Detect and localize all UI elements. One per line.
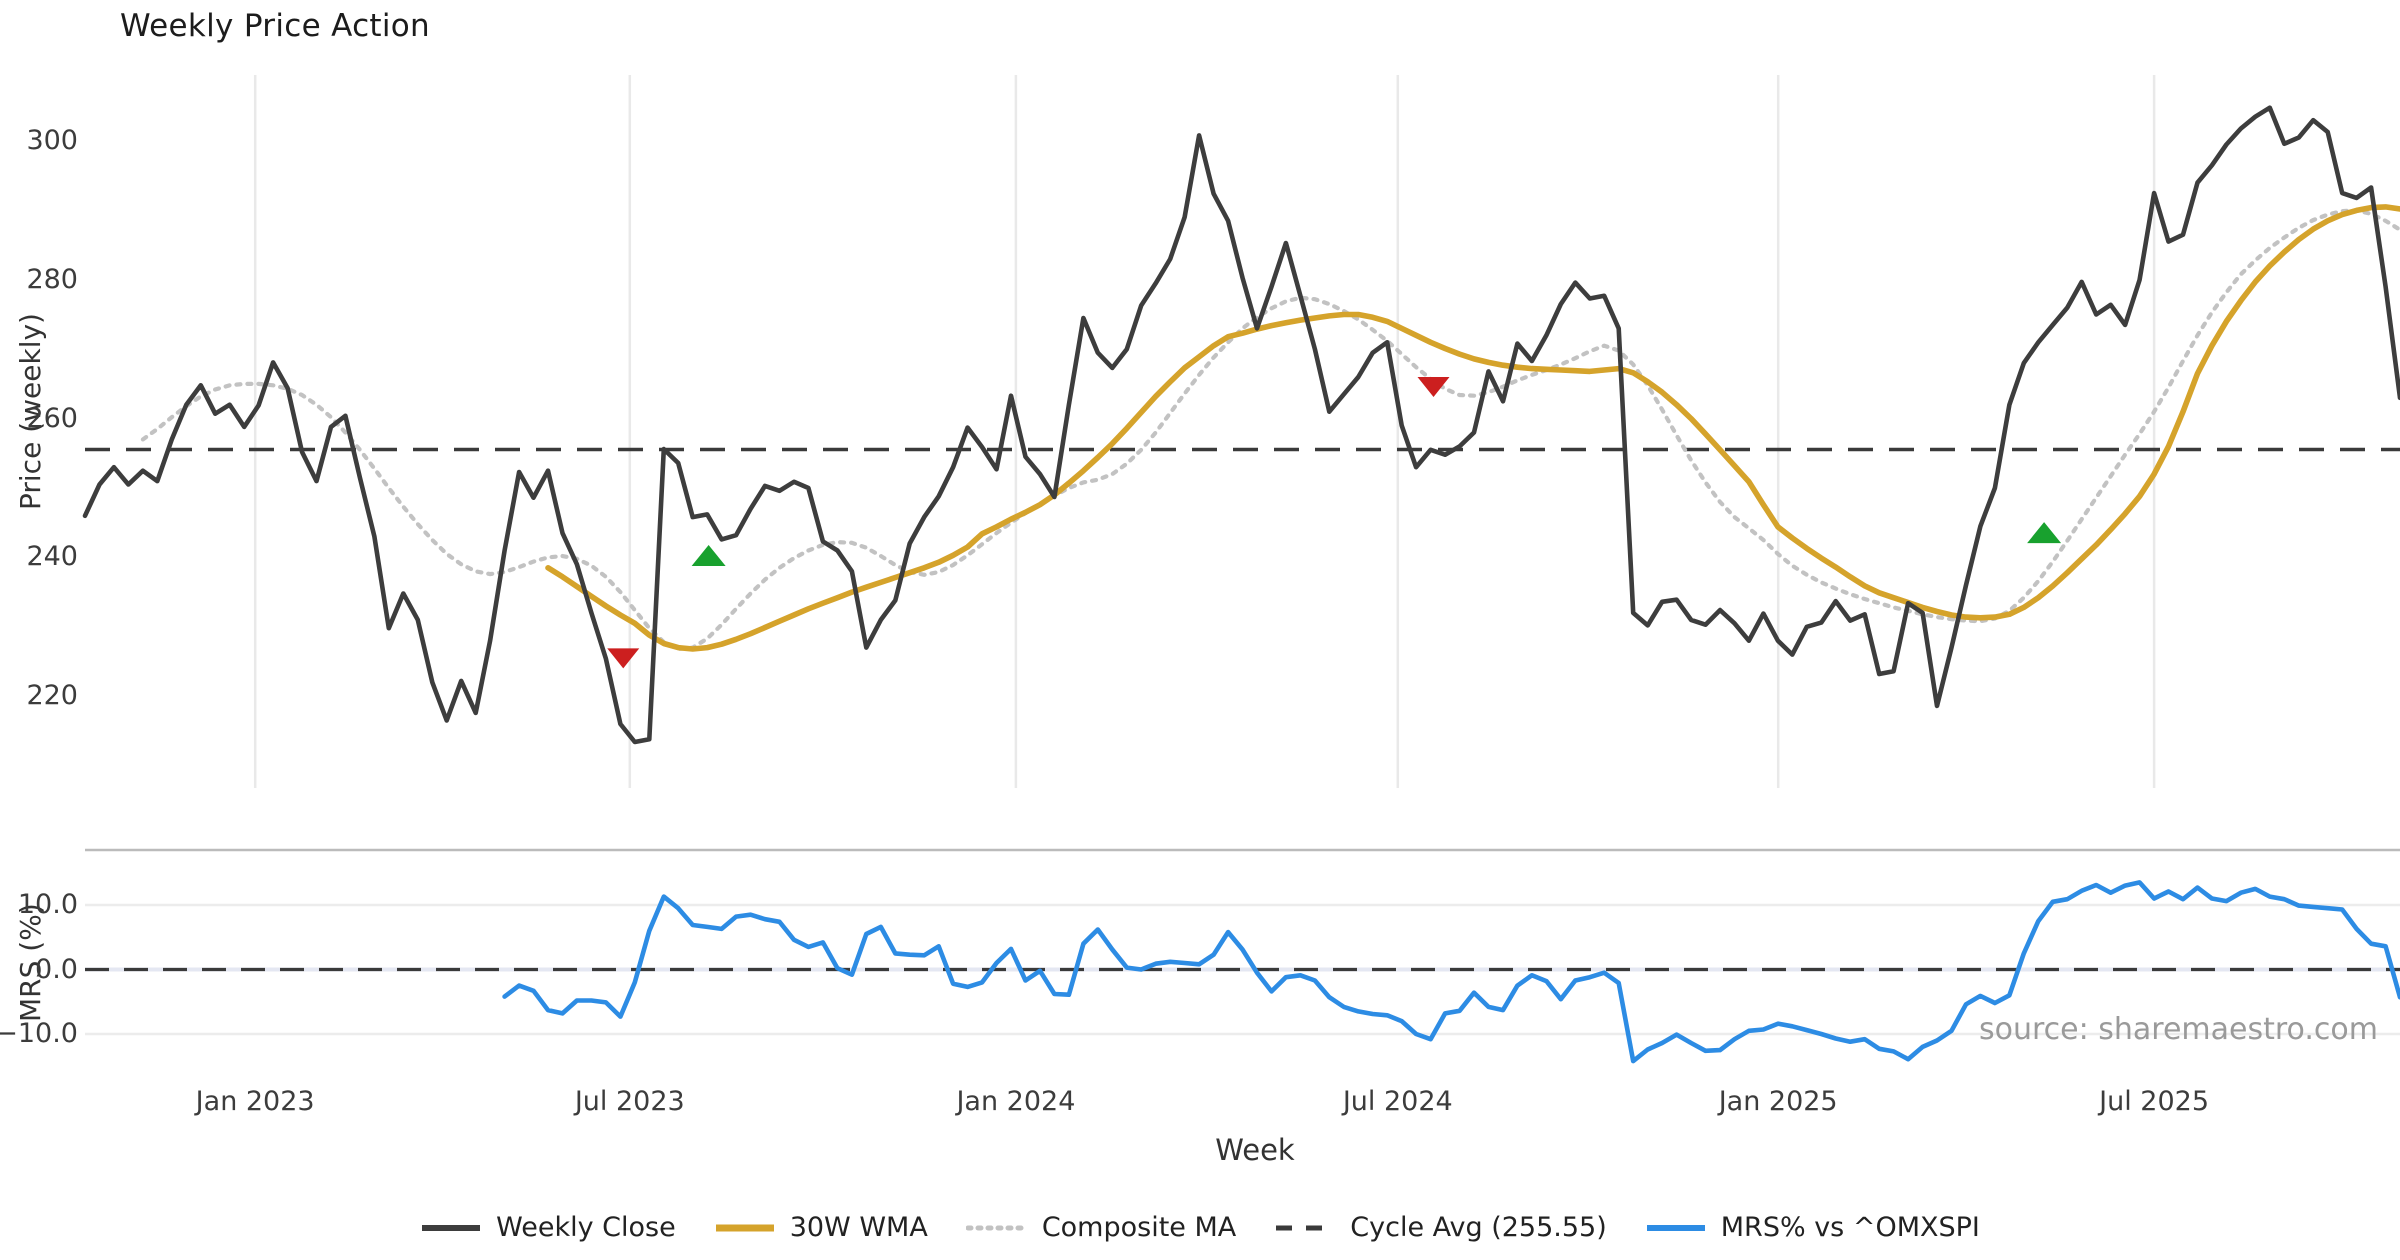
- legend-swatch-solid: [1646, 1224, 1705, 1231]
- x-tick-jan-2023: Jan 2023: [195, 1086, 315, 1117]
- legend-item-composite: Composite MA: [965, 1212, 1237, 1243]
- mrs-tick-10: 10.0: [17, 889, 78, 920]
- price-tick-300: 300: [26, 125, 78, 156]
- legend-swatch-dashed: [1276, 1225, 1335, 1230]
- legend-item-mrs: MRS% vs ^OMXSPI: [1645, 1212, 1980, 1243]
- legend-label: 30W WMA: [789, 1212, 928, 1243]
- price-tick-240: 240: [26, 541, 78, 573]
- mrs-line: [502, 880, 2400, 1064]
- source-note: source: sharemaestro.com: [1979, 1012, 2378, 1047]
- x-tick-jan-2025: Jan 2025: [1718, 1086, 1838, 1117]
- legend-swatch-dotted: [965, 1225, 1028, 1230]
- price-tick-220: 220: [26, 680, 78, 712]
- legend-label: Composite MA: [1041, 1212, 1237, 1243]
- x-tick-jul-2023: Jul 2023: [574, 1086, 685, 1117]
- mrs-tick--10: −10.0: [0, 1018, 78, 1049]
- legend-label: Cycle Avg (255.55): [1350, 1212, 1607, 1243]
- legend-swatch-solid: [422, 1224, 481, 1231]
- legend-item-wma: 30W WMA: [714, 1212, 928, 1243]
- sell-markers: [607, 376, 1450, 669]
- mrs-tick-0: 0.0: [35, 953, 78, 985]
- legend-label: MRS% vs ^OMXSPI: [1720, 1212, 1980, 1243]
- x-tick-jul-2024: Jul 2024: [1342, 1086, 1453, 1117]
- x-tick-jul-2025: Jul 2025: [2099, 1086, 2209, 1117]
- x-tick-jan-2024: Jan 2024: [956, 1086, 1076, 1117]
- price-tick-260: 260: [26, 402, 78, 434]
- legend-item-weekly-close: Weekly Close: [420, 1212, 676, 1243]
- composite-ma-line: [140, 208, 2400, 652]
- buy-markers: [691, 522, 2062, 567]
- chart-title: Weekly Price Action: [120, 8, 431, 44]
- legend-item-cycle-avg: Cycle Avg (255.55): [1274, 1212, 1607, 1243]
- legend: Weekly Close 30W WMA Composite MA Cycle …: [0, 1212, 2400, 1243]
- price-tick-280: 280: [26, 263, 78, 295]
- weekly-close-line: [82, 105, 2400, 745]
- month-gridlines: [253, 75, 2156, 788]
- legend-label: Weekly Close: [496, 1212, 676, 1243]
- legend-swatch-solid: [715, 1224, 774, 1231]
- x-axis-label: Week: [1215, 1133, 1295, 1167]
